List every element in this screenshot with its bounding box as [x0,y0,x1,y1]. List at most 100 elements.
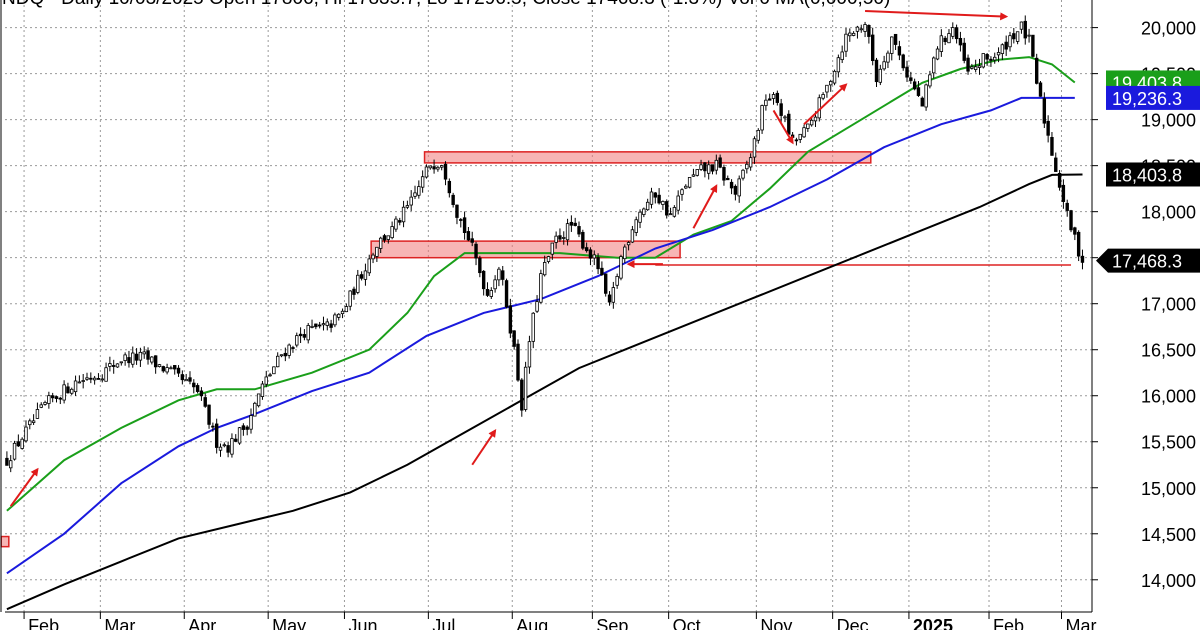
candle-body [108,363,112,367]
candle-body [661,201,665,205]
candle-body [973,66,978,70]
candle-body [440,165,444,168]
candle-body [62,384,66,401]
candle-body [1004,41,1008,50]
candle-body [249,415,253,430]
candle-body [527,341,532,368]
candle-body [153,355,158,368]
candle-body [775,92,780,103]
candle-body [924,84,928,108]
candle-body [123,354,127,361]
candle-body [485,289,490,296]
candle-body [695,169,699,176]
candle-body [306,325,310,341]
candle-body [840,51,844,61]
candle-body [279,354,284,357]
candle-body [512,330,516,347]
candle-body [382,235,387,241]
candle-body [188,377,192,382]
candle-body [756,129,760,141]
candle-body [455,204,459,218]
candle-body [718,157,722,168]
candle-body [615,276,619,286]
candle-body [287,344,291,356]
candle-body [493,279,497,290]
candle-body [119,361,124,364]
candle-body [39,404,43,408]
candle-body [325,321,329,326]
candle-body [779,103,783,116]
candle-body [70,388,74,394]
candle-body [870,34,875,62]
candle-body [1073,227,1077,235]
candle-body [333,314,337,326]
candle-body [680,189,684,195]
candle-body [878,68,883,83]
candle-body [35,409,40,419]
candle-body [165,367,169,373]
candle-body [573,222,577,226]
axis-labels: 20,00019,50019,00018,50018,00017,50017,0… [28,19,1196,635]
value-badges: 19,403.819,236.318,403.817,468.3 [1096,70,1200,273]
candle-body [195,385,200,392]
candle-body [676,195,680,211]
candle-body [1027,34,1031,37]
axes [0,0,1098,619]
candle-body [180,374,185,381]
candle-body [748,157,753,168]
candle-body [638,211,642,223]
candle-body [1061,184,1066,202]
candle-body [657,194,661,204]
candle-body [77,381,82,384]
x-tick-label: May [272,616,306,630]
candle-body [546,256,551,262]
candle-body [256,393,261,407]
x-tick-label: Feb [993,616,1024,630]
candle-body [989,58,993,61]
x-tick-label: Oct [673,616,701,630]
annotation-arrow [865,10,1009,21]
candle-body [1031,34,1035,57]
annotation-arrow [9,467,39,507]
candle-body [24,426,28,442]
candle-body [542,262,547,276]
candle-body [703,162,707,172]
candle-body [9,460,13,469]
candle-body [958,38,963,46]
candle-body [726,177,730,181]
candle-body [222,444,227,447]
x-tick-label: Jul [432,616,455,630]
candle-body [20,438,24,449]
candle-body [218,446,223,451]
candle-body [962,42,966,61]
candle-body [420,176,425,188]
candle-body [829,81,833,86]
x-tick-label: Jun [348,616,377,630]
candle-body [184,378,188,382]
candle-body [497,268,501,281]
candle-body [874,59,879,83]
candle-body [470,238,474,243]
candle-body [96,378,101,380]
candle-body [85,377,89,380]
candle-body [737,178,741,197]
candle-body [825,84,829,93]
candle-body [863,24,867,32]
candle-body [813,116,818,122]
candle-body [970,66,974,69]
candle-body [157,364,162,367]
candle-body [501,270,505,280]
candle-body [58,397,63,400]
x-tick-label: 2025 [913,616,953,630]
candle-body [161,366,165,372]
candle-body [741,169,745,179]
candle-body [966,57,970,72]
candle-body [832,70,837,84]
candle-body [687,177,692,188]
candle-body [623,246,627,260]
candle-body [432,166,436,170]
candle-body [356,274,360,293]
candle-body [481,270,486,290]
x-tick-label: Nov [760,616,792,630]
candle-body [28,420,32,426]
